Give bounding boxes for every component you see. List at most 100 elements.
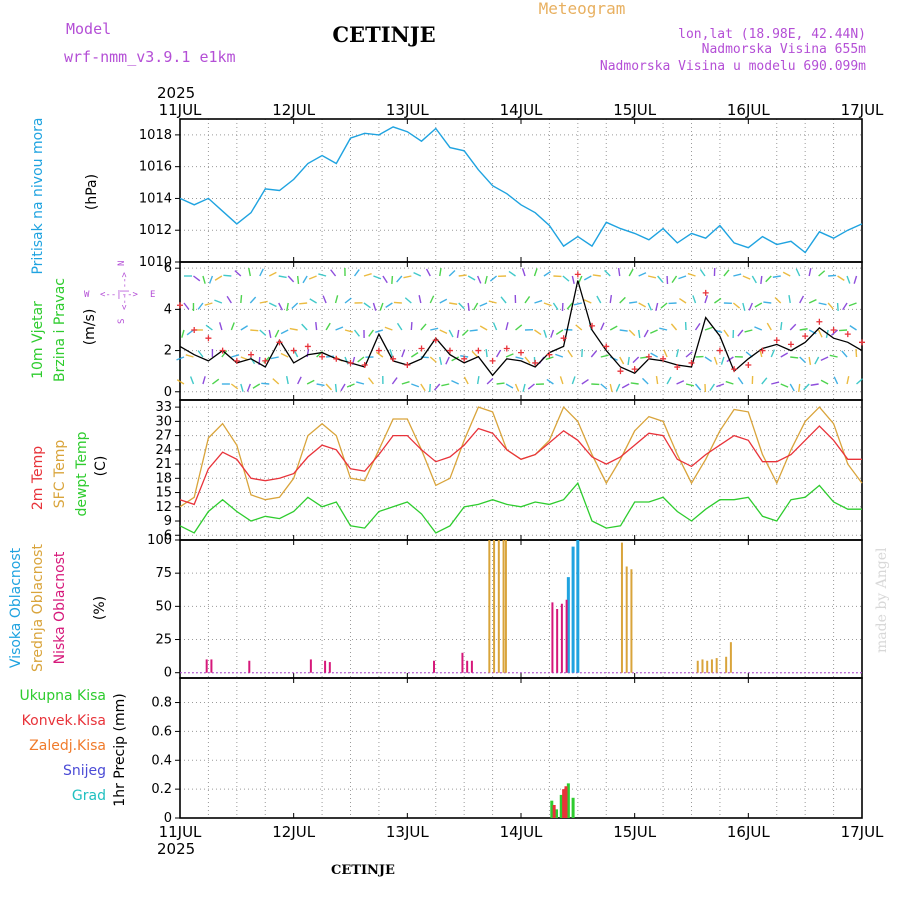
wind-arrow	[641, 377, 649, 385]
wind-arrow	[382, 275, 388, 284]
wind-arrow	[577, 275, 583, 284]
wind-arrow	[627, 356, 630, 366]
wind-arrow	[461, 329, 469, 337]
wind-arrow	[189, 376, 195, 385]
gust-marker	[446, 347, 453, 354]
wind-arrow	[492, 322, 498, 331]
wind-arrow	[379, 302, 384, 311]
wind-arrow	[496, 382, 505, 385]
gust-marker	[347, 359, 354, 366]
precip-ytick-label: 0.4	[151, 753, 172, 768]
wind-arrow	[261, 382, 270, 385]
compass-arrow-h: <--|-->	[100, 290, 139, 300]
date-label-top: 13JUL	[386, 101, 429, 119]
wind-arrow	[249, 296, 257, 304]
gust-marker	[304, 343, 311, 350]
wind-arrow	[309, 298, 317, 304]
gust-marker	[361, 361, 368, 368]
wind-arrow	[473, 302, 479, 311]
wind-arrow	[299, 302, 308, 305]
wind-arrow	[252, 383, 261, 389]
dewpt-line	[179, 481, 862, 534]
wind-arrow	[630, 382, 639, 385]
wind-arrow	[259, 329, 267, 336]
wind-arrow	[780, 383, 789, 388]
wind-arrow	[515, 324, 523, 331]
wind-arrow	[489, 275, 498, 282]
footer-station: CETINJE	[331, 863, 395, 878]
wind-arrow	[856, 378, 864, 385]
wind-arrow	[600, 383, 608, 390]
wind-arrow	[285, 376, 289, 385]
gust-marker	[574, 271, 581, 278]
wind-arrow	[621, 383, 630, 389]
temp-ytick-label: 27	[155, 429, 172, 444]
precip-ytick-label: 0.2	[151, 782, 172, 797]
wind-arrow	[363, 302, 371, 309]
wind-arrow	[505, 322, 509, 331]
wind-arrow	[638, 272, 647, 277]
wind-arrow	[583, 299, 592, 304]
wind-arrow	[296, 275, 300, 285]
wind-arrow	[467, 275, 476, 281]
cloud-ytick-label: 25	[155, 633, 172, 648]
pressure-panel: 1010 1012 1014 1016 1018	[139, 118, 863, 270]
wind-ytick-label: 2	[164, 344, 172, 359]
gust-marker	[802, 333, 809, 340]
wind-arrow	[231, 354, 240, 358]
wind-arrow	[592, 274, 601, 277]
wind-arrow	[439, 267, 442, 277]
pressure-unit: (hPa)	[84, 174, 100, 210]
gust-marker	[319, 353, 326, 360]
precip-ytick-label: 0	[164, 811, 172, 826]
pressure-ytick-label: 1016	[139, 160, 172, 175]
gust-marker	[375, 347, 382, 354]
wind-arrow	[230, 383, 239, 390]
wind-arrow	[278, 302, 283, 311]
gust-marker	[248, 351, 255, 358]
wind-arrow	[716, 383, 725, 388]
gust-marker	[390, 355, 397, 362]
wind-arrow	[604, 269, 611, 277]
wind-arrow	[240, 294, 243, 304]
precip-unit: 1hr Precip (mm)	[112, 693, 128, 806]
gust-marker	[489, 357, 496, 364]
gust-marker	[432, 337, 439, 344]
wind-arrow	[552, 302, 559, 311]
gust-marker	[603, 343, 610, 350]
wind-arrow	[291, 302, 299, 309]
wind-arrow	[240, 325, 248, 331]
wind-arrow	[441, 383, 450, 387]
wind-arrow	[278, 275, 287, 279]
wind-arrow	[571, 376, 576, 385]
wind-arrow	[448, 269, 456, 277]
temp2m-line	[179, 425, 862, 506]
wind-arrow	[650, 329, 658, 334]
temp-labels: 2m Temp SFC Temp dewpt Temp (C)	[30, 431, 109, 516]
wind-arrow	[600, 322, 605, 331]
wind-arrow	[458, 302, 465, 310]
wind-arrow	[720, 356, 725, 365]
gust-marker	[631, 366, 638, 373]
wind-arrow	[302, 275, 308, 284]
wind-arrow	[808, 268, 812, 277]
gust-marker	[830, 326, 837, 333]
wind-arrow	[849, 325, 857, 331]
wind-arrow	[628, 329, 636, 337]
wind-arrow	[795, 268, 801, 277]
gust-marker	[745, 361, 752, 368]
wind-arrow	[272, 378, 280, 385]
wind-arrow	[765, 275, 772, 283]
gust-marker	[617, 368, 624, 375]
year-top: 2025	[157, 84, 195, 102]
wind-arrow	[259, 300, 268, 304]
wind-arrow	[335, 326, 344, 331]
precip-ytick-label: 0.6	[151, 724, 172, 739]
wind-arrow	[485, 348, 488, 358]
year-bottom: 2025	[157, 840, 195, 858]
wind-arrow	[508, 270, 516, 277]
wind-arrow	[685, 383, 694, 387]
wind-arrow	[632, 356, 640, 364]
wind-arrow	[391, 377, 398, 385]
